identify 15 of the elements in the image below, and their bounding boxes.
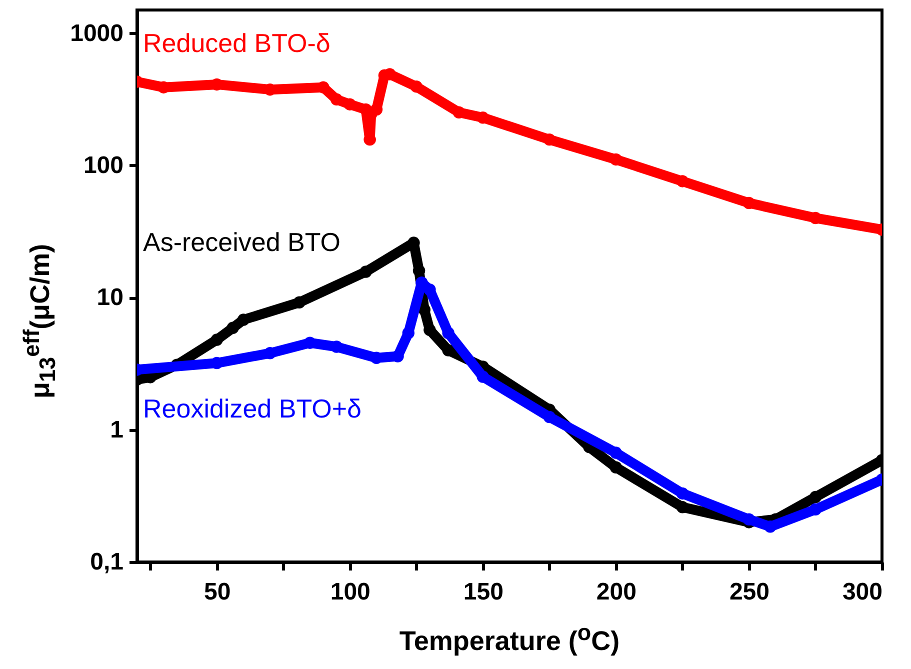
series-label: As-received BTO [143, 226, 340, 257]
x-tick-label: 150 [463, 578, 504, 606]
y-tick-label: 1 [110, 416, 124, 444]
series-label: Reoxidized BTO+δ [143, 394, 362, 424]
series-label: Reduced BTO-δ [143, 28, 330, 58]
x-tick-label: 200 [596, 578, 636, 606]
y-tick-label: 10 [96, 284, 124, 312]
y-tick-label: 1000 [70, 20, 124, 47]
y-tick-label: 0,1 [90, 548, 124, 576]
x-tick-label: 250 [729, 578, 770, 606]
x-axis-title: Temperature ($^{o}$C) [398, 620, 621, 657]
x-tick-label: 100 [330, 578, 370, 606]
y-tick-label: 100 [83, 152, 124, 179]
x-tick-label: 50 [204, 578, 231, 606]
x-tick-label: 300 [842, 578, 882, 606]
